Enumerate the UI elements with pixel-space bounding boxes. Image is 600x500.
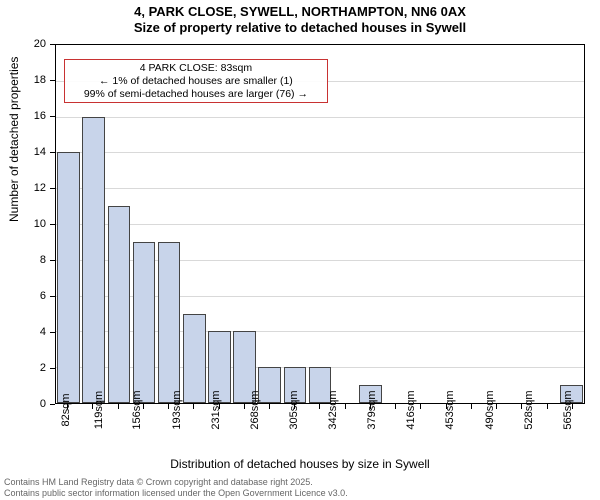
bar [133,242,156,403]
x-tick-label: 379sqm [366,390,378,429]
x-tick-label: 82sqm [60,393,72,426]
plot-wrapper: 02468101214161820 4 PARK CLOSE: 83sqm ← … [55,44,585,404]
x-tick [319,404,320,409]
bar-slot [433,45,458,403]
x-tick-label: 193sqm [171,390,183,429]
x-tick [420,404,421,409]
x-tick [345,404,346,409]
x-tick-label: 416sqm [405,390,417,429]
chart-container: 4, PARK CLOSE, SYWELL, NORTHAMPTON, NN6 … [0,0,600,500]
bar [258,367,281,403]
bar-slot [358,45,383,403]
bar-slot [534,45,559,403]
chart-title-line1: 4, PARK CLOSE, SYWELL, NORTHAMPTON, NN6 … [0,4,600,20]
x-tick-label: 268sqm [249,390,261,429]
chart-title-line2: Size of property relative to detached ho… [0,20,600,36]
y-tick-label: 16 [34,110,46,122]
y-tick-label: 4 [40,326,46,338]
x-tick [193,404,194,409]
bar-slot [408,45,433,403]
x-tick [118,404,119,409]
x-tick-label: 305sqm [288,390,300,429]
y-ticks: 02468101214161820 [47,44,55,404]
x-tick [471,404,472,409]
x-labels: 82sqm119sqm156sqm193sqm231sqm268sqm305sq… [55,410,585,422]
annotation-box: 4 PARK CLOSE: 83sqm ← 1% of detached hou… [64,59,328,103]
annotation-line3: 99% of semi-detached houses are larger (… [69,88,323,101]
bar [183,314,206,404]
bar-slot [333,45,358,403]
x-tick-label: 231sqm [210,390,222,429]
x-tick [269,404,270,409]
bar-slot [383,45,408,403]
x-tick-label: 453sqm [444,390,456,429]
chart-title-block: 4, PARK CLOSE, SYWELL, NORTHAMPTON, NN6 … [0,0,600,37]
x-tick [168,404,169,409]
x-tick [547,404,548,409]
x-axis-title: Distribution of detached houses by size … [0,457,600,471]
bar-slot [458,45,483,403]
y-tick-label: 8 [40,254,46,266]
bar [108,206,131,403]
annotation-line1: 4 PARK CLOSE: 83sqm [69,62,323,75]
x-tick-label: 342sqm [327,390,339,429]
x-tick [496,404,497,409]
x-tick-label: 528sqm [523,390,535,429]
bar-slot [559,45,584,403]
footer-line2: Contains public sector information licen… [4,488,348,498]
y-tick-label: 6 [40,290,46,302]
x-tick-label: 119sqm [93,391,105,429]
x-tick [395,404,396,409]
y-tick-label: 14 [34,146,46,158]
y-tick-label: 0 [40,398,46,410]
x-tick-label: 490sqm [484,390,496,429]
y-tick-label: 20 [34,38,46,50]
y-tick-label: 2 [40,362,46,374]
x-tick-label: 156sqm [131,390,143,429]
y-tick-label: 10 [34,218,46,230]
y-tick-label: 12 [34,182,46,194]
bar-slot [483,45,508,403]
y-axis-title: Number of detached properties [7,57,21,222]
bar [57,152,80,403]
bar-slot [509,45,534,403]
annotation-line2: ← 1% of detached houses are smaller (1) [69,75,323,88]
bar [82,117,105,403]
x-tick-label: 565sqm [562,390,574,429]
footer-line1: Contains HM Land Registry data © Crown c… [4,477,348,487]
footer: Contains HM Land Registry data © Crown c… [4,477,348,498]
y-tick-label: 18 [34,74,46,86]
bar [158,242,181,403]
x-tick [244,404,245,409]
plot-area: 4 PARK CLOSE: 83sqm ← 1% of detached hou… [55,44,585,404]
